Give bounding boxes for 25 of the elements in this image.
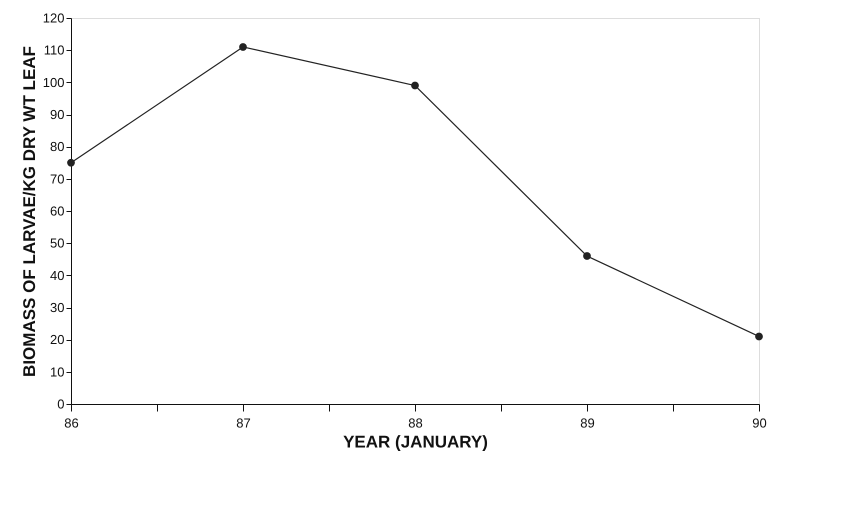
point [239, 43, 247, 51]
point [67, 158, 75, 167]
y-tick-label: 60 [50, 204, 64, 218]
y-tick-label: 40 [50, 268, 64, 283]
x-tick-label: 88 [408, 416, 423, 430]
y-tick-label: 20 [50, 332, 64, 348]
point [583, 252, 591, 260]
x-tick-label: 90 [752, 416, 767, 430]
y-tick-label: 50 [50, 236, 64, 251]
y-axis-title: BIOMASS OF LARVAE/KG DRY WT LEAF [20, 46, 39, 377]
y-tick-label: 110 [44, 42, 64, 58]
y-tick-label: 80 [50, 139, 64, 154]
y-tick-label: 70 [50, 171, 64, 186]
x-tick-label: 89 [580, 416, 595, 430]
x-axis-title: YEAR (JANUARY) [343, 432, 488, 452]
y-tick-label: 90 [50, 107, 64, 122]
x-tick-label: 86 [64, 416, 79, 430]
y-tick-label: 120 [42, 10, 64, 26]
y-tick-label: 30 [50, 300, 64, 315]
y-tick-label: 0 [57, 396, 64, 412]
point [411, 82, 419, 90]
x-tick-label: 87 [236, 416, 251, 430]
y-tick-label: 10 [50, 364, 64, 380]
y-tick-label: 100 [42, 74, 64, 90]
point [755, 332, 763, 340]
